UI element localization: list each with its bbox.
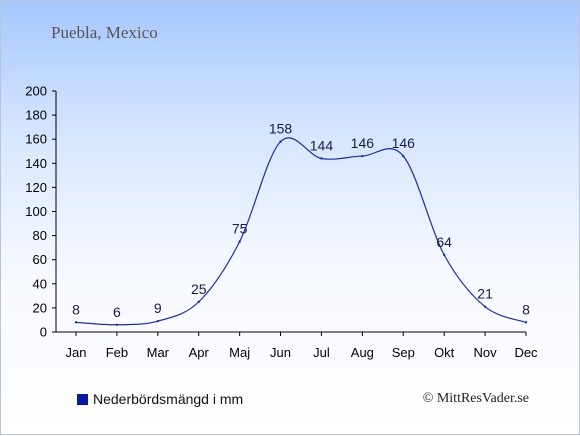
data-label: 144 bbox=[310, 137, 334, 153]
precipitation-series bbox=[74, 137, 528, 326]
x-tick-label: Maj bbox=[229, 345, 250, 360]
data-label: 146 bbox=[392, 135, 416, 151]
x-tick-label: Jun bbox=[270, 345, 291, 360]
data-point bbox=[483, 305, 487, 308]
data-point bbox=[197, 300, 200, 304]
data-label: 9 bbox=[154, 300, 162, 316]
data-label: 75 bbox=[232, 221, 248, 237]
legend: Nederbördsmängd i mm bbox=[77, 391, 243, 407]
data-point bbox=[524, 321, 528, 324]
data-point bbox=[156, 319, 160, 323]
y-tick-label: 80 bbox=[33, 228, 47, 243]
x-tick-label: Nov bbox=[474, 345, 498, 360]
x-tick-label: Jul bbox=[313, 345, 330, 360]
y-tick-label: 160 bbox=[25, 132, 47, 147]
chart-title: Puebla, Mexico bbox=[51, 23, 158, 42]
x-tick-label: Feb bbox=[106, 345, 128, 360]
data-point bbox=[115, 323, 119, 326]
data-label: 8 bbox=[522, 301, 530, 317]
legend-swatch bbox=[77, 393, 88, 405]
x-tick-label: Mar bbox=[147, 345, 170, 360]
y-tick-label: 60 bbox=[33, 252, 47, 267]
y-tick-label: 180 bbox=[25, 108, 47, 123]
x-tick-label: Okt bbox=[434, 345, 455, 360]
data-label: 25 bbox=[191, 281, 207, 297]
data-point bbox=[361, 154, 364, 158]
y-tick-label: 0 bbox=[40, 325, 47, 340]
x-tick-label: Sep bbox=[392, 345, 415, 360]
data-label: 8 bbox=[72, 301, 80, 317]
y-tick-label: 200 bbox=[25, 84, 47, 99]
data-point bbox=[402, 154, 405, 158]
data-point bbox=[320, 157, 323, 160]
x-tick-label: Dec bbox=[514, 345, 538, 360]
copyright-text: © MittResVader.se bbox=[422, 391, 529, 406]
data-point bbox=[279, 140, 282, 143]
x-axis: Jan Feb Mar Apr Maj Jun Jul Aug Sep Okt Nov Dec bbox=[56, 331, 538, 360]
data-label: 146 bbox=[351, 135, 375, 151]
y-tick-label: 140 bbox=[25, 156, 47, 171]
data-labels: 8 6 9 25 75 158 144 146 146 64 21 8 bbox=[72, 121, 530, 320]
x-tick-label: Aug bbox=[351, 345, 374, 360]
series-line bbox=[75, 137, 527, 326]
data-label: 158 bbox=[269, 121, 293, 137]
data-point bbox=[442, 253, 446, 257]
data-point bbox=[74, 321, 78, 324]
data-label: 21 bbox=[477, 286, 493, 302]
y-tick-label: 100 bbox=[25, 204, 47, 219]
data-label: 64 bbox=[436, 234, 452, 250]
y-axis: 0 20 40 60 80 100 120 140 160 180 200 bbox=[25, 84, 57, 340]
x-tick-label: Jan bbox=[66, 345, 87, 360]
data-label: 6 bbox=[113, 304, 121, 320]
y-tick-label: 120 bbox=[25, 180, 47, 195]
y-tick-label: 20 bbox=[33, 300, 47, 315]
data-point bbox=[238, 240, 241, 243]
legend-label: Nederbördsmängd i mm bbox=[93, 391, 244, 407]
y-tick-label: 40 bbox=[33, 276, 47, 291]
x-tick-label: Apr bbox=[189, 345, 210, 360]
